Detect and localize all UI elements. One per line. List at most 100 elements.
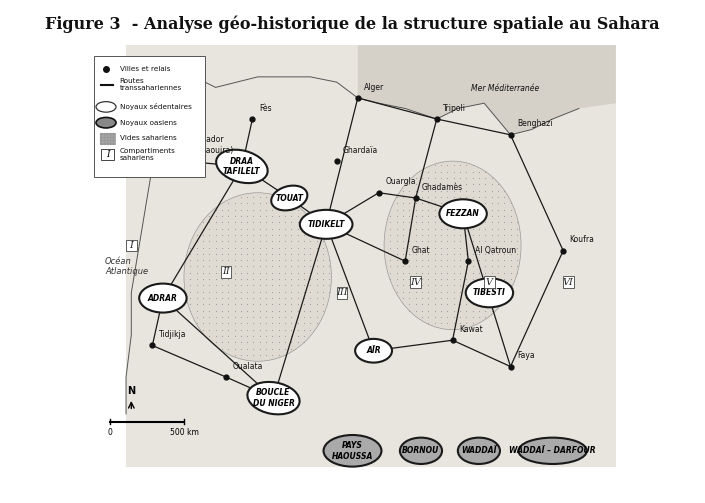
Point (223, 199, 234, 207)
Point (441, 281, 453, 289)
Point (235, 250, 247, 258)
Text: Koufra: Koufra (570, 235, 594, 244)
Point (255, 275, 266, 283)
Point (498, 256, 510, 264)
Point (429, 218, 441, 226)
Point (505, 243, 516, 252)
Point (473, 218, 484, 226)
Point (473, 237, 484, 245)
Point (486, 237, 497, 245)
Point (423, 313, 434, 321)
Point (107, 136, 118, 144)
Point (486, 294, 497, 302)
Point (492, 288, 503, 296)
Text: Kawat: Kawat (459, 325, 483, 334)
Point (448, 319, 459, 327)
Point (324, 269, 335, 277)
Point (417, 193, 428, 201)
Point (454, 174, 465, 182)
Point (511, 256, 522, 264)
Ellipse shape (518, 438, 587, 464)
Point (311, 231, 322, 239)
Point (248, 351, 259, 359)
Point (279, 256, 290, 264)
Point (436, 281, 447, 289)
Point (467, 294, 478, 302)
Point (486, 199, 497, 207)
Point (104, 136, 116, 144)
Point (441, 161, 453, 170)
Point (473, 231, 484, 239)
Ellipse shape (355, 339, 392, 363)
Point (266, 288, 278, 296)
Text: ADRAR: ADRAR (148, 294, 178, 303)
Point (492, 199, 503, 207)
Text: Alger: Alger (364, 82, 384, 92)
Point (286, 206, 297, 214)
Point (255, 224, 266, 232)
Point (423, 237, 434, 245)
Point (216, 294, 228, 302)
Point (102, 136, 113, 144)
Point (385, 212, 396, 220)
Point (197, 288, 209, 296)
Point (410, 212, 422, 220)
Point (216, 288, 228, 296)
Point (398, 256, 409, 264)
Point (436, 212, 447, 220)
Point (429, 193, 441, 201)
Point (235, 243, 247, 252)
Point (255, 206, 266, 214)
Point (486, 269, 497, 277)
Point (391, 224, 403, 232)
Text: DRAA
TAFILELT: DRAA TAFILELT (223, 157, 261, 176)
Point (255, 288, 266, 296)
Point (498, 275, 510, 283)
Point (242, 263, 253, 271)
Point (479, 288, 491, 296)
Point (266, 313, 278, 321)
Point (460, 243, 472, 252)
Point (216, 332, 228, 340)
Point (436, 231, 447, 239)
Point (436, 199, 447, 207)
Point (305, 288, 316, 296)
Point (441, 294, 453, 302)
Point (248, 263, 259, 271)
Point (229, 351, 240, 359)
Point (410, 174, 422, 182)
Point (216, 212, 228, 220)
Text: II: II (222, 267, 230, 276)
Point (479, 193, 491, 201)
Point (311, 313, 322, 321)
Point (242, 212, 253, 220)
Point (298, 256, 309, 264)
Point (391, 231, 403, 239)
Point (467, 256, 478, 264)
Point (266, 351, 278, 359)
Text: Al Qatroun: Al Qatroun (474, 246, 516, 255)
Point (441, 307, 453, 315)
Point (191, 313, 202, 321)
Point (260, 339, 271, 347)
Point (292, 237, 303, 245)
Point (391, 281, 403, 289)
Point (410, 269, 422, 277)
Point (242, 193, 253, 201)
Point (273, 256, 284, 264)
Point (423, 218, 434, 226)
Point (410, 256, 422, 264)
Point (324, 256, 335, 264)
Point (473, 199, 484, 207)
Point (460, 180, 472, 188)
Point (429, 319, 441, 327)
Point (398, 250, 409, 258)
Point (286, 269, 297, 277)
Point (292, 288, 303, 296)
Text: TOUAT: TOUAT (275, 194, 303, 203)
Point (279, 319, 290, 327)
Polygon shape (126, 45, 616, 467)
Point (385, 224, 396, 232)
Point (417, 269, 428, 277)
Point (104, 139, 116, 147)
